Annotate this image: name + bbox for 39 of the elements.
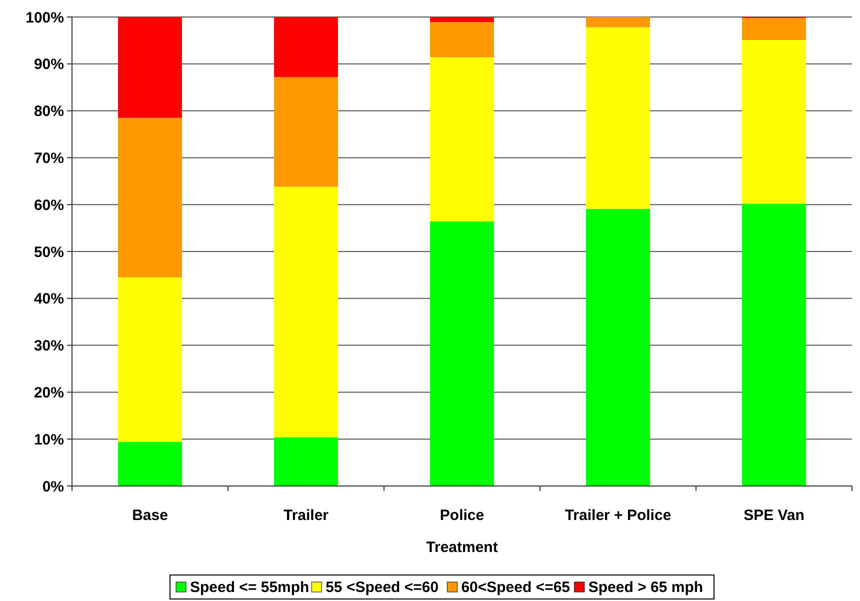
y-tick-label: 30% [34,338,64,355]
bar [742,40,806,204]
x-tick-label: Trailer + Police [564,507,672,524]
bar [118,118,182,278]
bar [430,221,494,486]
bar [742,18,806,40]
bar [430,57,494,222]
y-tick-label: 60% [34,196,64,214]
bar [430,22,494,58]
x-tick-label: Police [440,507,484,524]
x-tick-label: SPE Van [744,507,804,524]
bar [118,17,182,118]
bar [274,437,338,486]
bar [430,17,494,22]
legend-label: Speed > 65 mph [588,579,704,596]
legend-label: Speed <= 55mph [190,579,310,596]
y-tick-label: 90% [34,56,64,74]
legend-label: 55 <Speed <=60 [326,579,439,596]
bar [742,204,806,486]
y-tick-label: 80% [34,103,64,120]
x-tick-label: Trailer [283,507,329,524]
bar [274,186,338,438]
bar [118,442,182,486]
y-tick-label: 20% [34,384,64,402]
x-axis-title: Treatment [426,539,498,556]
bar [274,77,338,187]
y-tick-label: 100% [26,9,64,26]
bar [274,17,338,78]
bar [586,208,650,486]
x-tick-label: Base [132,507,168,524]
legend-label: 60<Speed <=65 [461,579,570,596]
y-tick-label: 0% [42,478,64,496]
y-tick-label: 10% [34,431,64,448]
bar [586,27,650,209]
y-tick-label: 40% [34,290,64,308]
y-tick-label: 50% [34,244,64,261]
y-tick-label: 70% [34,150,64,167]
bar [118,277,182,442]
bar [586,17,650,28]
